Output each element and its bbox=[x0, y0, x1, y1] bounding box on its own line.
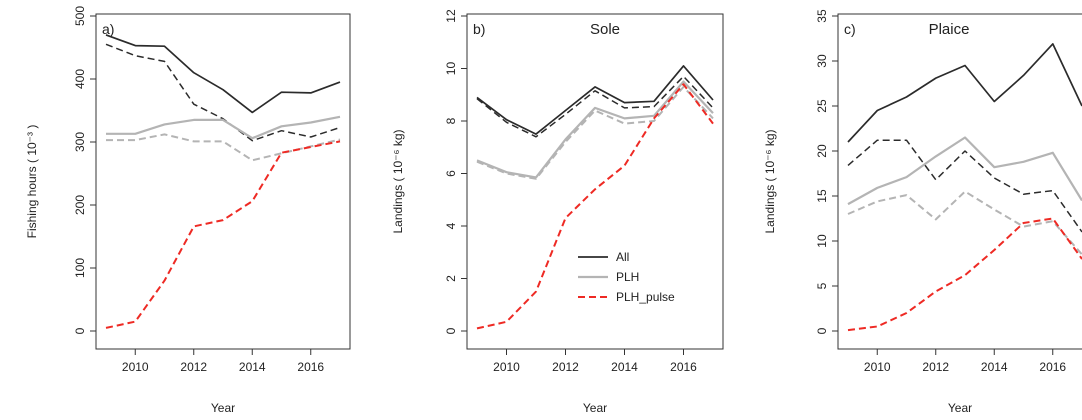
x-tick-label: 2012 bbox=[552, 360, 579, 374]
x-tick-label: 2014 bbox=[981, 360, 1008, 374]
x-tick-label: 2016 bbox=[297, 360, 324, 374]
y-tick-label: 35 bbox=[815, 9, 829, 23]
y-tick-label: 500 bbox=[73, 6, 87, 26]
panel-title: Sole bbox=[590, 21, 620, 38]
x-tick-label: 2010 bbox=[122, 360, 149, 374]
legend-label-plh_total: PLH bbox=[616, 270, 639, 284]
y-tick-label: 400 bbox=[73, 69, 87, 89]
x-tick-label: 2014 bbox=[239, 360, 266, 374]
y-tick-label: 2 bbox=[444, 275, 458, 282]
series-line-plh_total bbox=[106, 115, 341, 140]
plot-frame bbox=[466, 13, 724, 350]
x-tick-label: 2016 bbox=[670, 360, 697, 374]
y-tick-label: 12 bbox=[444, 9, 458, 23]
y-tick-label: 200 bbox=[73, 195, 87, 215]
series-line-all_sub bbox=[105, 43, 341, 142]
series-line-plh_sub bbox=[476, 85, 714, 180]
x-axis-label: Year bbox=[211, 401, 235, 415]
legend-label-all_total: All bbox=[616, 250, 629, 264]
series-line-pulse bbox=[476, 83, 714, 330]
series-line-all_sub bbox=[847, 139, 1082, 233]
y-tick-label: 6 bbox=[444, 170, 458, 177]
y-tick-label: 15 bbox=[815, 189, 829, 203]
y-tick-label: 0 bbox=[444, 327, 458, 334]
panel-label: a) bbox=[102, 21, 114, 37]
series-line-pulse bbox=[847, 217, 1082, 332]
x-tick-label: 2012 bbox=[180, 360, 207, 374]
x-tick-label: 2010 bbox=[493, 360, 520, 374]
x-tick-label: 2014 bbox=[611, 360, 638, 374]
y-tick-label: 10 bbox=[815, 234, 829, 248]
series-line-all_total bbox=[105, 34, 341, 114]
panel-label: b) bbox=[473, 21, 485, 37]
series-line-plh_total bbox=[476, 80, 714, 179]
y-tick-label: 30 bbox=[815, 54, 829, 68]
panel-title: Plaice bbox=[929, 21, 970, 38]
x-tick-label: 2012 bbox=[922, 360, 949, 374]
x-axis-label: Year bbox=[948, 401, 972, 415]
series-line-all_total bbox=[476, 65, 714, 135]
series-line-pulse bbox=[105, 140, 341, 329]
y-tick-label: 0 bbox=[815, 327, 829, 334]
series-line-plh_sub bbox=[847, 190, 1082, 256]
panel-3: 2010 2012 2014 2016 0 5 10 15 20 25 30 35 Year Landin… bbox=[763, 9, 1082, 415]
y-axis-label: Landings ( 10⁻⁶ kg) bbox=[763, 129, 777, 233]
y-axis-label: Fishing hours ( 10⁻³ ) bbox=[25, 125, 39, 239]
y-tick-label: 8 bbox=[444, 117, 458, 124]
y-tick-label: 0 bbox=[73, 327, 87, 334]
series-line-all_total bbox=[847, 43, 1082, 143]
y-tick-label: 4 bbox=[444, 222, 458, 229]
y-tick-label: 300 bbox=[73, 132, 87, 152]
plot-frame bbox=[95, 13, 351, 350]
series-line-all_sub bbox=[476, 75, 714, 138]
panel-label: c) bbox=[844, 21, 856, 37]
panel-1: 2010 2012 2014 2016 0 100 200 300 400 500 Year Fish… bbox=[25, 6, 351, 415]
series-line-plh_sub bbox=[106, 133, 341, 162]
x-axis-label: Year bbox=[583, 401, 607, 415]
y-tick-label: 20 bbox=[815, 144, 829, 158]
legend-label-pulse: PLH_pulse bbox=[616, 290, 675, 304]
x-tick-label: 2016 bbox=[1039, 360, 1066, 374]
y-tick-label: 100 bbox=[73, 258, 87, 278]
y-tick-label: 25 bbox=[815, 99, 829, 113]
series-line-plh_total bbox=[847, 136, 1082, 206]
x-tick-label: 2010 bbox=[864, 360, 891, 374]
chart-legend: All PLH PLH_pulse bbox=[578, 250, 675, 304]
y-axis-label: Landings ( 10⁻⁶ kg) bbox=[391, 129, 405, 233]
y-tick-label: 5 bbox=[815, 282, 829, 289]
panel-2: 2010 2012 2014 2016 0 2 4 6 8 10 12 Year Landings ( … bbox=[391, 9, 724, 415]
y-tick-label: 10 bbox=[444, 62, 458, 76]
plot-frame bbox=[837, 13, 1082, 350]
